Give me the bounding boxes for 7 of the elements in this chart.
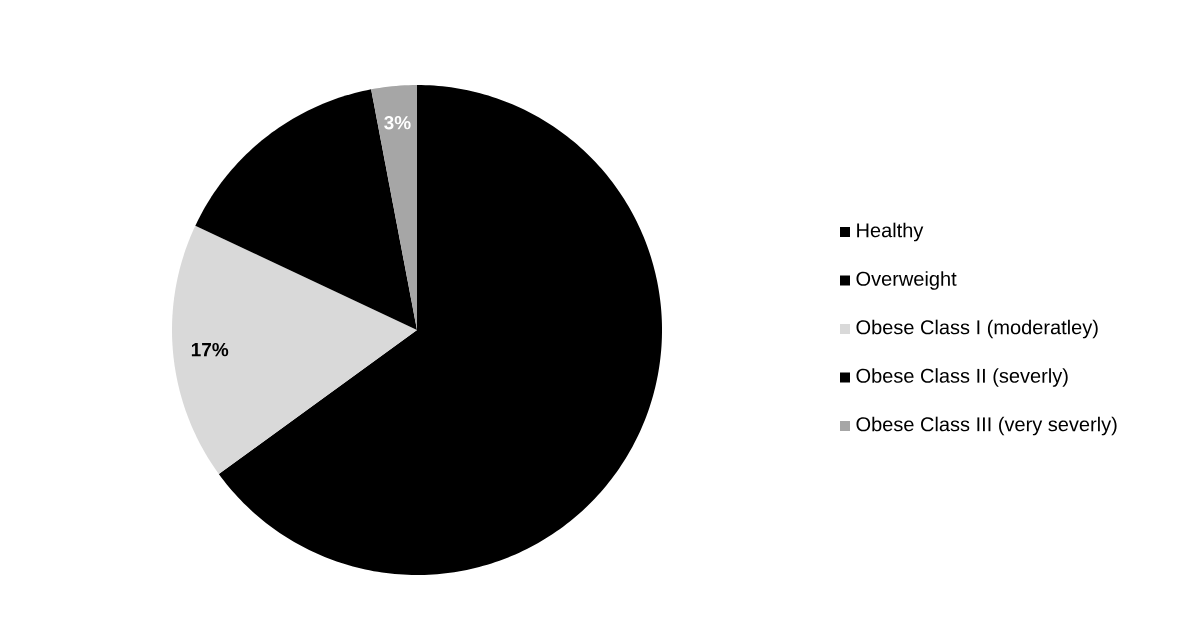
legend-label: Obese Class III (very severly) [856, 416, 1117, 436]
data-label: 3% [384, 115, 411, 130]
data-label: 17% [191, 342, 229, 357]
legend-label: Obese Class II (severly) [856, 368, 1068, 387]
legend-label: Overweight [856, 271, 957, 290]
legend-label: Healthy [857, 222, 924, 242]
legend-label: Obese Class I (moderatley) [856, 319, 1098, 339]
